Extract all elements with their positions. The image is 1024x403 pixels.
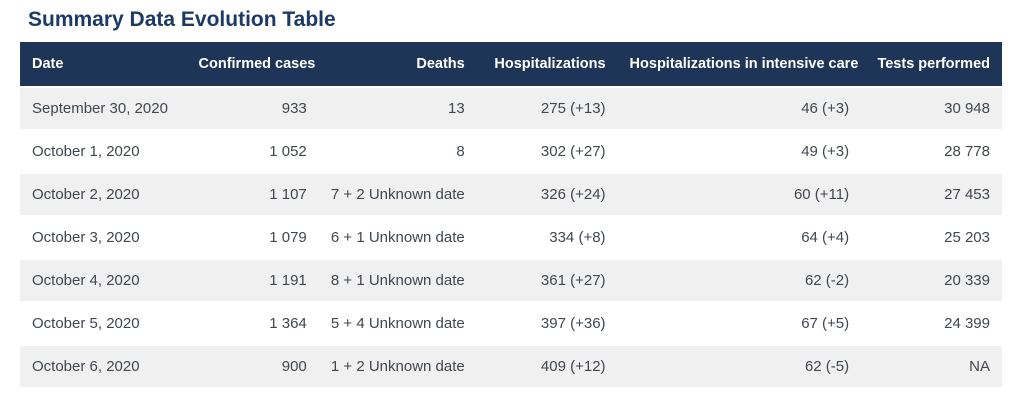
table-cell: 1 052 [186, 129, 319, 173]
table-cell: 13 [318, 86, 477, 130]
table-cell: 1 107 [186, 172, 319, 216]
table-cell: October 5, 2020 [20, 301, 187, 345]
summary-data-table: Date Confirmed cases Deaths Hospitalization… [20, 42, 1002, 387]
table-cell: October 3, 2020 [20, 215, 187, 259]
column-header: Confirmed cases [186, 42, 319, 87]
table-cell: 397 (+36) [476, 301, 618, 345]
table-cell: October 6, 2020 [20, 344, 187, 387]
table-header-row: Date Confirmed cases Deaths Hospitalization… [20, 42, 1002, 87]
column-header: Date [20, 42, 187, 87]
table-cell: 62 (-5) [617, 344, 862, 387]
table-cell: 30 948 [861, 86, 1002, 130]
table-cell: 60 (+11) [617, 172, 862, 216]
table-row: October 3, 2020 1 079 6 + 1 Unknown date 33… [20, 215, 1002, 259]
table-cell: September 30, 2020 [20, 86, 187, 130]
table-cell: 5 + 4 Unknown date [318, 301, 477, 345]
table-cell: 8 + 1 Unknown date [318, 258, 477, 302]
table-cell: 6 + 1 Unknown date [318, 215, 477, 259]
table-cell: 46 (+3) [617, 86, 862, 130]
table-cell: 64 (+4) [617, 215, 862, 259]
page-title: Summary Data Evolution Table [28, 8, 336, 31]
table-row: October 4, 2020 1 191 8 + 1 Unknown date 36… [20, 258, 1002, 302]
table-row: October 6, 2020 900 1 + 2 Unknown date 409 … [20, 344, 1002, 387]
table-cell: 8 [318, 129, 477, 173]
table-cell: 24 399 [861, 301, 1002, 345]
table-body: September 30, 2020 933 13 275 (+13) 46 (+3) 3… [20, 86, 1002, 387]
table-row: October 5, 2020 1 364 5 + 4 Unknown date 39… [20, 301, 1002, 345]
table-cell: October 2, 2020 [20, 172, 187, 216]
table-header: Date Confirmed cases Deaths Hospitalization… [20, 42, 1002, 87]
table-cell: 7 + 2 Unknown date [318, 172, 477, 216]
column-header: Deaths [318, 42, 477, 87]
table-cell: 27 453 [861, 172, 1002, 216]
table-cell: October 1, 2020 [20, 129, 187, 173]
table-cell: 1 + 2 Unknown date [318, 344, 477, 387]
column-header: Hospitalizations [476, 42, 618, 87]
page: Summary Data Evolution Table Date Confirm… [20, 8, 1002, 387]
table-row: October 1, 2020 1 052 8 302 (+27) 49 (+3) 28 … [20, 129, 1002, 173]
table-cell: 28 778 [861, 129, 1002, 173]
table-row: October 2, 2020 1 107 7 + 2 Unknown date 32… [20, 172, 1002, 216]
table-cell: NA [861, 344, 1002, 387]
table-cell: 25 203 [861, 215, 1002, 259]
table-cell: 1 191 [186, 258, 319, 302]
table-cell: 361 (+27) [476, 258, 618, 302]
table-cell: 1 079 [186, 215, 319, 259]
table-cell: 334 (+8) [476, 215, 618, 259]
column-header: Hospitalizations in intensive care [617, 42, 862, 87]
table-cell: 67 (+5) [617, 301, 862, 345]
table-cell: 275 (+13) [476, 86, 618, 130]
table-cell: 20 339 [861, 258, 1002, 302]
table-cell: 62 (-2) [617, 258, 862, 302]
table-cell: October 4, 2020 [20, 258, 187, 302]
table-cell: 1 364 [186, 301, 319, 345]
table-row: September 30, 2020 933 13 275 (+13) 46 (+3) 3… [20, 86, 1002, 130]
table-cell: 900 [186, 344, 319, 387]
column-header: Tests performed [861, 42, 1002, 87]
table-cell: 302 (+27) [476, 129, 618, 173]
table-cell: 933 [186, 86, 319, 130]
table-cell: 49 (+3) [617, 129, 862, 173]
table-cell: 409 (+12) [476, 344, 618, 387]
table-cell: 326 (+24) [476, 172, 618, 216]
